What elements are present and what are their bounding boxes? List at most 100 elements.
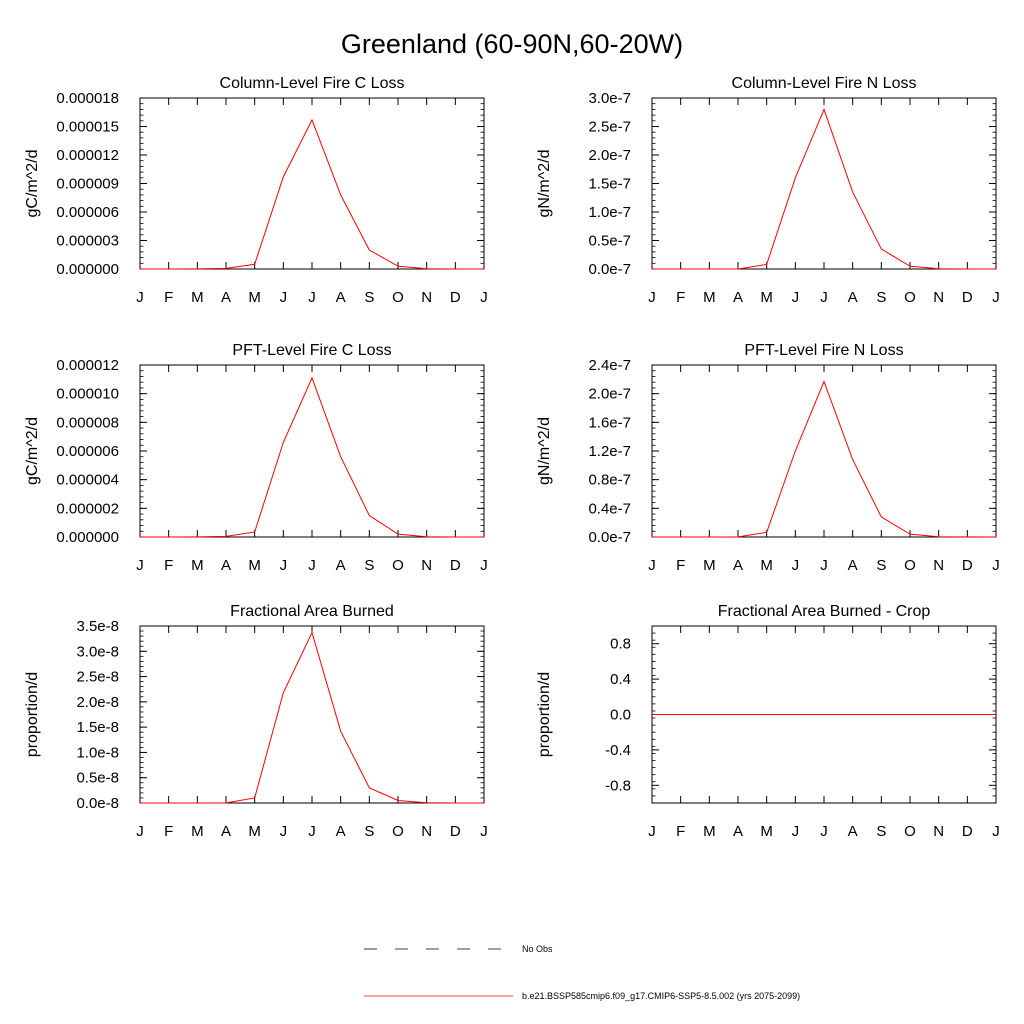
series-line [140,118,485,270]
plot-frame [139,625,485,804]
legend-label: b.e21.BSSP585cmip6.f09_g17.CMIP6-SSP5-8.… [522,991,800,1001]
y-axis-label: gC/m^2/d [24,417,41,485]
x-tick-label: J [820,289,828,306]
y-tick-label: 0.000009 [56,176,119,193]
x-tick-label: M [248,823,261,840]
x-tick-label: F [164,289,173,306]
y-tick-label: 3.0e-7 [588,90,631,107]
x-tick-label: F [164,823,173,840]
x-tick-label: A [848,557,858,574]
x-tick-label: A [336,557,346,574]
x-tick-label: J [280,823,288,840]
y-tick-label: 0.000015 [56,119,119,136]
x-tick-label: S [364,823,374,840]
y-tick-label: 0.0e-8 [76,795,119,812]
x-tick-label: A [848,823,858,840]
x-tick-label: J [648,557,656,574]
x-tick-label: D [450,823,461,840]
panel-title: PFT-Level Fire C Loss [232,342,391,359]
y-tick-label: 0.000006 [56,443,119,460]
y-tick-label: -0.4 [605,742,631,759]
figure-title: Greenland (60-90N,60-20W) [341,29,683,59]
x-tick-label: J [308,289,316,306]
chart-panel: Fractional Area Burned - Crop proportion/… [536,603,1000,840]
y-tick-label: -0.8 [605,777,631,794]
x-tick-label: D [962,823,973,840]
y-tick-label: 3.0e-8 [76,643,119,660]
y-tick-label: 1.0e-7 [588,204,631,221]
legend-label: No Obs [522,944,553,954]
y-tick-label: 0.8e-7 [588,472,631,489]
legend: No Obs b.e21.BSSP585cmip6.f09_g17.CMIP6-… [364,944,800,1001]
x-tick-label: A [221,823,231,840]
y-axis-label: proportion/d [536,672,553,757]
x-tick-label: N [421,289,432,306]
legend-item-no-obs: No Obs [364,944,553,954]
x-tick-label: J [280,289,288,306]
x-tick-label: M [191,557,204,574]
y-tick-label: 2.5e-8 [76,669,119,686]
y-tick-label: 2.5e-7 [588,119,631,136]
panel-title: Column-Level Fire C Loss [220,75,405,92]
x-tick-label: D [450,557,461,574]
y-axis-label: proportion/d [24,672,41,757]
y-tick-label: 0.4 [610,671,631,688]
x-tick-label: N [933,823,944,840]
y-tick-label: 3.5e-8 [76,618,119,635]
series-line [140,376,485,538]
x-tick-label: M [703,557,716,574]
y-tick-label: 0.000006 [56,204,119,221]
x-tick-label: J [792,823,800,840]
x-tick-label: F [164,557,173,574]
x-tick-label: M [248,289,261,306]
y-tick-label: 1.5e-8 [76,719,119,736]
x-tick-label: N [933,289,944,306]
y-tick-label: 0.0e-7 [588,261,631,278]
y-tick-label: 0.000000 [56,261,119,278]
x-tick-label: J [308,557,316,574]
panel-title: Column-Level Fire N Loss [732,75,917,92]
x-tick-label: J [136,557,144,574]
y-tick-label: 0.000002 [56,500,119,517]
series-line [652,380,997,538]
x-tick-label: N [421,823,432,840]
x-tick-label: A [848,289,858,306]
x-tick-label: M [760,557,773,574]
x-tick-label: J [992,289,1000,306]
panel-title: Fractional Area Burned [230,603,394,620]
x-tick-label: S [876,557,886,574]
plot-frame [651,97,997,270]
plot-frame [139,364,485,538]
x-tick-label: O [392,289,404,306]
y-tick-label: 0.0e-7 [588,529,631,546]
y-tick-label: 0.000003 [56,233,119,250]
y-axis-label: gN/m^2/d [536,417,553,485]
legend-item-model: b.e21.BSSP585cmip6.f09_g17.CMIP6-SSP5-8.… [364,991,800,1001]
x-tick-label: J [480,557,488,574]
y-tick-label: 1.2e-7 [588,443,631,460]
x-tick-label: A [733,557,743,574]
x-tick-label: O [904,289,916,306]
x-tick-label: D [450,289,461,306]
x-tick-label: S [876,289,886,306]
x-tick-label: J [792,289,800,306]
y-tick-label: 0.000000 [56,529,119,546]
x-tick-label: O [392,823,404,840]
y-tick-label: 0.4e-7 [588,500,631,517]
y-tick-label: 0.000012 [56,147,119,164]
x-tick-label: M [703,289,716,306]
y-tick-label: 0.5e-7 [588,233,631,250]
y-tick-label: 1.5e-7 [588,176,631,193]
x-tick-label: J [136,289,144,306]
x-tick-label: D [962,557,973,574]
y-tick-label: 2.4e-7 [588,357,631,374]
x-tick-label: A [733,289,743,306]
x-tick-label: S [364,557,374,574]
y-tick-label: 0.0 [610,707,631,724]
x-tick-label: S [876,823,886,840]
x-tick-label: A [733,823,743,840]
x-tick-label: J [480,823,488,840]
